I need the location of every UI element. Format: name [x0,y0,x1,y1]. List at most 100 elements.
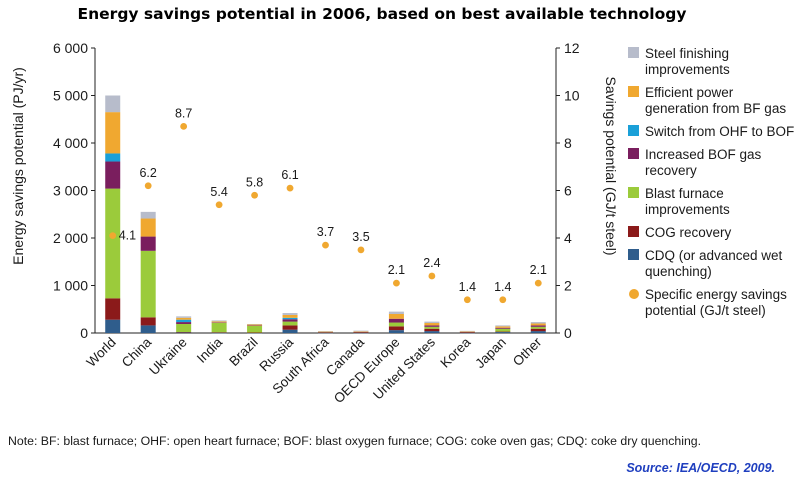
legend-swatch [628,148,639,159]
specific-savings-point [534,279,542,287]
data-label: 8.7 [175,106,192,120]
specific-savings-point [109,232,117,240]
bar-segment-steel-finishing-improvements [105,95,121,113]
specific-savings-point [251,191,258,199]
y2-tick-label: 6 [564,183,572,199]
specific-savings-point [463,296,471,304]
energy-savings-chart: Energy savings potential in 2006, based … [10,5,794,406]
bar-segment-blast-furnace-improvements [282,321,298,326]
specific-savings-point [144,182,152,190]
chart-note: Note: BF: blast furnace; OHF: open heart… [8,434,702,448]
bar-segment-efficient-power-generation-from-bf-gas [176,317,192,320]
bar-segment-increased-bof-gas-recovery [176,322,192,324]
bar-segment-cog-recovery [459,332,475,334]
bar-segment-increased-bof-gas-recovery [424,325,440,327]
x-tick-label: World [83,335,118,370]
bar-segment-efficient-power-generation-from-bf-gas [388,314,404,319]
bar-segment-increased-bof-gas-recovery [105,161,121,189]
bar-segment-blast-furnace-improvements [530,326,546,329]
specific-savings-point [286,184,294,192]
x-tick-label: Japan [472,335,509,372]
bar-segment-steel-finishing-improvements [353,330,369,332]
bar-segment-increased-bof-gas-recovery [282,319,298,322]
bar-segment-efficient-power-generation-from-bf-gas [105,112,121,154]
bar-segment-cog-recovery [176,332,192,333]
bar-segment-increased-bof-gas-recovery [530,325,546,327]
bar-segment-blast-furnace-improvements [176,323,192,333]
bar-segment-cdq-or-advanced-wet-quenching- [105,319,121,333]
legend-label: Switch from OHF to BOF [645,124,794,139]
bar-segment-cog-recovery [388,326,404,331]
y-tick-label: 0 [80,325,88,341]
bar-segment-cog-recovery [105,298,121,320]
legend-label: CDQ (or advanced wet quenching) [645,248,783,279]
bar-segment-steel-finishing-improvements [530,322,546,324]
legend-label: COG recovery [645,225,732,240]
bar-segment-efficient-power-generation-from-bf-gas [211,321,227,323]
y2-axis-label: Savings potential (GJ/t steel) [603,77,619,256]
bar-segment-blast-furnace-improvements [495,328,511,332]
chart-title: Energy savings potential in 2006, based … [78,5,687,23]
bar-segment-switch-from-ohf-to-bof [105,153,121,162]
bar-segment-blast-furnace-improvements [424,326,440,329]
bar-segment-blast-furnace-improvements [247,325,263,333]
bar-segment-steel-finishing-improvements [282,313,298,315]
bar-segment-efficient-power-generation-from-bf-gas [318,331,333,333]
bar-segment-cog-recovery [211,332,227,333]
bar-segment-steel-finishing-improvements [318,331,333,332]
data-label: 3.7 [317,225,334,239]
bar-segment-blast-furnace-improvements [388,322,404,327]
bar-segment-steel-finishing-improvements [211,320,227,322]
y2-tick-label: 10 [564,88,580,104]
bar-segment-cdq-or-advanced-wet-quenching- [530,331,546,333]
data-label: 1.4 [459,280,476,294]
bar-segment-steel-finishing-improvements [388,311,404,314]
specific-savings-point [393,279,400,287]
bar-segment-blast-furnace-improvements [105,188,121,299]
bar-segment-cog-recovery [247,332,263,334]
specific-savings-point [322,241,329,249]
legend-swatch [628,187,639,198]
bar-segment-cog-recovery [353,332,369,334]
bar-segment-cog-recovery [424,328,440,332]
bar-segment-efficient-power-generation-from-bf-gas [459,331,475,332]
bar-segment-increased-bof-gas-recovery [388,318,404,323]
x-tick-label: Ukraine [146,335,190,379]
bar-segment-steel-finishing-improvements [424,321,440,324]
bar-segment-increased-bof-gas-recovery [459,331,475,333]
bar-segment-switch-from-ohf-to-bof [282,317,298,320]
bar-segment-cdq-or-advanced-wet-quenching- [282,329,298,333]
bar-segment-cdq-or-advanced-wet-quenching- [176,332,192,334]
data-label: 2.1 [388,263,405,277]
bar-segment-cdq-or-advanced-wet-quenching- [388,330,404,333]
bar-segment-steel-finishing-improvements [140,211,156,219]
specific-savings-point [499,296,507,304]
data-label: 3.5 [352,230,369,244]
data-label: 6.2 [139,166,156,180]
legend-label: Efficient power generation from BF gas [645,85,786,116]
bar-segment-steel-finishing-improvements [495,325,511,327]
bar-segment-increased-bof-gas-recovery [495,327,511,329]
bar-segment-steel-finishing-improvements [176,316,192,318]
y2-tick-label: 2 [564,278,572,294]
bar-segment-cdq-or-advanced-wet-quenching- [424,331,440,333]
bar-segment-cdq-or-advanced-wet-quenching- [495,332,511,333]
bar-segment-increased-bof-gas-recovery [318,332,333,333]
specific-savings-point [180,122,188,130]
bar-segment-cog-recovery [140,317,156,326]
bar-segment-cdq-or-advanced-wet-quenching- [140,325,156,333]
bar-segment-efficient-power-generation-from-bf-gas [247,324,263,326]
bar-segment-steel-finishing-improvements [247,323,263,325]
bar-segment-efficient-power-generation-from-bf-gas [424,323,440,326]
y-tick-label: 2 000 [53,230,88,246]
source-credit: Source: IEA/OECD, 2009. [626,461,775,475]
data-label: 6.1 [281,168,298,182]
bar-segment-cog-recovery [530,328,546,332]
y-tick-label: 4 000 [53,135,88,151]
bar-segment-cog-recovery [282,325,298,330]
x-tick-label: United States [370,334,438,402]
legend-swatch [628,47,639,58]
bar-segment-efficient-power-generation-from-bf-gas [353,331,369,332]
legend-swatch [628,86,639,97]
bar-segment-efficient-power-generation-from-bf-gas [140,218,156,237]
